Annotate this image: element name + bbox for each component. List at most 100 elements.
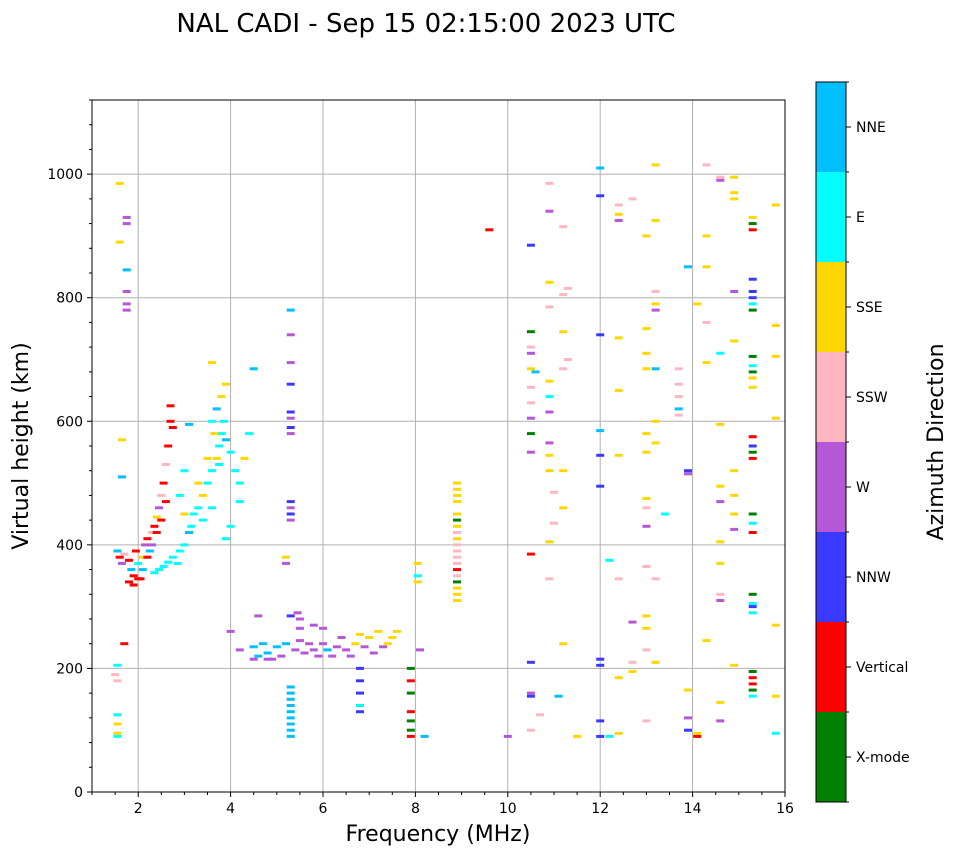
data-point-ssw xyxy=(453,549,461,553)
data-point-vertical xyxy=(166,419,175,423)
colorbar-frame xyxy=(815,81,847,803)
data-point-e xyxy=(208,469,217,473)
data-point-vertical xyxy=(134,577,143,581)
data-point-nne xyxy=(127,568,136,572)
data-point-vertical xyxy=(120,642,129,646)
data-point-ssw xyxy=(550,521,558,525)
data-point-nne xyxy=(674,407,683,411)
x-tick-label: 4 xyxy=(226,801,235,817)
data-point-sse xyxy=(702,639,711,643)
data-point-vertical xyxy=(115,555,124,559)
data-point-nnw xyxy=(526,243,535,247)
data-point-sse xyxy=(748,215,757,219)
data-point-ssw xyxy=(545,577,554,581)
data-point-sse xyxy=(771,203,780,207)
data-point-sse xyxy=(771,324,780,327)
data-point-x-mode xyxy=(748,450,757,454)
y-tick-label: 1000 xyxy=(47,167,83,183)
data-point-sse xyxy=(194,481,203,485)
data-point-nne xyxy=(596,429,605,433)
data-point-nne xyxy=(145,549,154,553)
data-point-x-mode xyxy=(406,691,415,695)
data-point-w xyxy=(286,518,295,522)
data-point-nnw xyxy=(748,444,757,448)
data-point-sse xyxy=(413,561,422,565)
data-point-e xyxy=(150,571,159,575)
plot-frame xyxy=(91,99,786,793)
data-point-w xyxy=(122,308,131,312)
data-point-sse xyxy=(545,379,554,383)
data-point-sse xyxy=(453,592,461,596)
data-point-sse xyxy=(642,327,651,331)
data-point-x-mode xyxy=(406,728,415,732)
data-point-e xyxy=(180,543,189,547)
data-point-sse xyxy=(614,212,623,216)
data-point-ssw xyxy=(614,203,623,207)
data-point-vertical xyxy=(166,404,175,408)
data-point-nne xyxy=(554,694,563,698)
data-point-nnw xyxy=(748,605,757,609)
data-point-sse xyxy=(684,688,692,692)
data-point-nnw xyxy=(356,666,364,670)
data-point-e xyxy=(413,574,422,578)
data-point-w xyxy=(545,410,554,414)
data-point-ssw xyxy=(642,719,651,723)
data-point-vertical xyxy=(748,456,757,460)
data-point-w xyxy=(416,648,424,652)
data-point-w xyxy=(286,361,295,365)
data-point-sse xyxy=(559,642,568,646)
data-point-ssw xyxy=(536,713,545,717)
data-point-sse xyxy=(642,626,651,630)
data-point-sse xyxy=(138,555,147,559)
data-point-nnw xyxy=(748,296,757,300)
data-point-ssw xyxy=(161,463,170,466)
data-point-sse xyxy=(716,540,725,544)
data-point-x-mode xyxy=(748,354,757,358)
data-point-sse xyxy=(614,731,623,735)
data-point-sse xyxy=(545,469,554,473)
data-point-sse xyxy=(374,629,383,633)
data-point-w xyxy=(730,290,739,293)
data-point-e xyxy=(748,602,757,606)
data-point-vertical xyxy=(164,444,173,448)
data-point-e xyxy=(716,351,725,355)
data-point-vertical xyxy=(406,734,415,738)
data-point-w xyxy=(614,219,623,222)
data-point-sse xyxy=(351,642,360,646)
data-point-sse xyxy=(730,469,739,473)
x-tick-label: 16 xyxy=(776,801,794,817)
data-point-e xyxy=(226,524,235,528)
data-point-nne xyxy=(249,367,258,371)
data-point-vertical xyxy=(168,426,177,429)
data-point-e xyxy=(203,481,212,485)
data-point-sse xyxy=(693,731,702,735)
data-point-sse xyxy=(730,663,739,667)
data-point-nnw xyxy=(526,660,535,664)
data-point-w xyxy=(346,654,355,658)
data-point-nne xyxy=(286,308,295,312)
data-point-e xyxy=(215,444,224,448)
data-point-sse xyxy=(651,163,660,167)
data-point-e xyxy=(208,419,217,423)
data-point-w xyxy=(293,611,302,615)
data-point-ssw xyxy=(702,163,711,167)
data-point-nne xyxy=(122,268,131,272)
data-point-vertical xyxy=(748,682,757,686)
data-point-e xyxy=(175,493,184,497)
data-point-x-mode xyxy=(748,670,757,673)
data-point-w xyxy=(651,308,660,312)
data-point-sse xyxy=(413,580,422,584)
data-point-sse xyxy=(651,419,660,423)
data-point-sse xyxy=(651,441,660,445)
data-point-vertical xyxy=(131,549,140,553)
data-point-e xyxy=(245,432,254,436)
data-point-w xyxy=(337,636,346,639)
data-point-w xyxy=(282,561,290,565)
data-point-sse xyxy=(282,555,290,559)
data-point-nne xyxy=(138,568,147,572)
data-point-sse xyxy=(113,722,122,726)
data-point-ssw xyxy=(545,181,554,185)
data-point-vertical xyxy=(161,500,170,504)
data-point-e xyxy=(748,521,757,525)
data-point-sse xyxy=(118,438,126,442)
